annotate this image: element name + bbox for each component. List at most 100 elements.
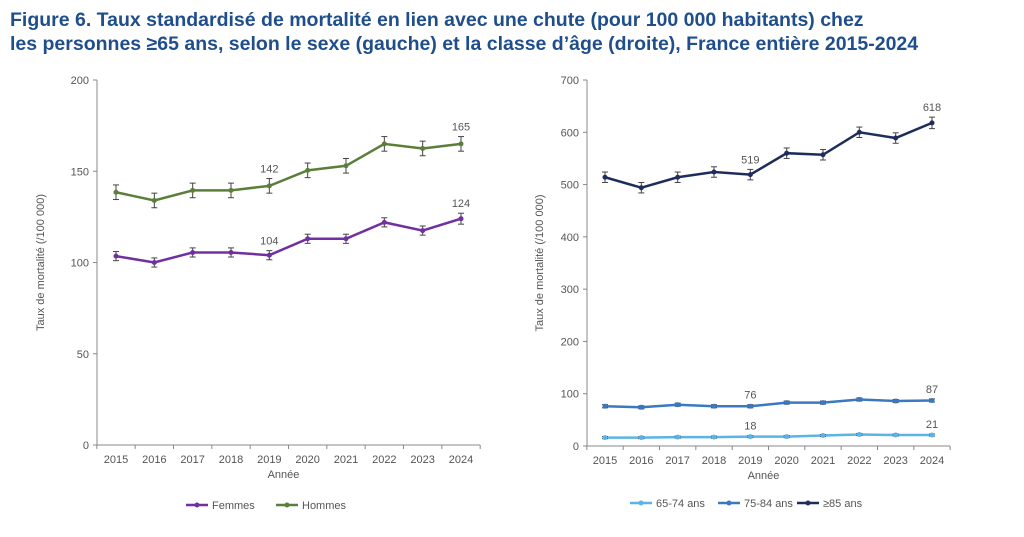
data-point xyxy=(929,432,935,438)
legend-marker xyxy=(284,502,290,508)
x-tick-label: 2015 xyxy=(593,455,617,467)
data-point xyxy=(420,228,426,234)
data-point xyxy=(190,187,196,193)
data-point xyxy=(381,141,387,147)
x-tick-label: 2017 xyxy=(180,454,204,466)
x-tick-label: 2017 xyxy=(665,455,689,467)
y-tick-label: 100 xyxy=(561,389,579,401)
data-point xyxy=(711,169,717,175)
x-tick-label: 2018 xyxy=(702,455,726,467)
y-tick-label: 50 xyxy=(77,349,89,361)
data-point xyxy=(784,434,790,440)
data-label: 142 xyxy=(260,164,278,176)
data-point xyxy=(747,172,753,178)
data-point xyxy=(638,435,644,441)
x-tick-label: 2020 xyxy=(774,455,798,467)
data-point xyxy=(343,236,349,242)
x-tick-label: 2016 xyxy=(142,454,166,466)
data-point xyxy=(856,129,862,135)
data-point xyxy=(266,183,272,189)
data-point xyxy=(820,152,826,158)
data-point xyxy=(343,163,349,169)
series-line xyxy=(605,433,932,439)
data-point xyxy=(190,249,196,255)
x-tick-label: 2024 xyxy=(449,454,473,466)
data-point xyxy=(711,403,717,409)
data-point xyxy=(458,216,464,222)
y-tick-label: 200 xyxy=(71,75,89,87)
data-point xyxy=(893,398,899,404)
y-tick-label: 500 xyxy=(561,180,579,192)
data-point xyxy=(602,403,608,409)
data-point xyxy=(784,150,790,156)
data-point xyxy=(893,432,899,438)
data-point xyxy=(747,403,753,409)
legend-label: ≥85 ans xyxy=(823,498,863,510)
data-point xyxy=(638,404,644,410)
x-tick-label: 2023 xyxy=(883,455,907,467)
data-point xyxy=(305,236,311,242)
title-line-1: Figure 6. Taux standardisé de mortalité … xyxy=(10,9,864,31)
data-label: 519 xyxy=(741,154,759,166)
data-label: 618 xyxy=(923,102,941,114)
legend-marker xyxy=(194,502,200,508)
data-point xyxy=(675,402,681,408)
legend-label: 75-84 ans xyxy=(744,498,793,510)
x-tick-label: 2022 xyxy=(372,454,396,466)
data-point xyxy=(929,398,935,404)
data-point xyxy=(305,167,311,173)
data-point xyxy=(784,400,790,406)
data-point xyxy=(747,434,753,440)
legend-label: 65-74 ans xyxy=(656,498,705,510)
figure-title: Figure 6. Taux standardisé de mortalité … xyxy=(10,8,918,56)
y-tick-label: 700 xyxy=(561,75,579,87)
data-point xyxy=(856,431,862,437)
legend-marker xyxy=(638,500,644,506)
data-point xyxy=(820,400,826,406)
data-point xyxy=(113,253,119,259)
data-point xyxy=(893,135,899,141)
y-axis-label: Taux de mortalité (/100 000) xyxy=(35,194,47,331)
data-point xyxy=(675,434,681,440)
series-line xyxy=(115,217,462,264)
data-point xyxy=(151,197,157,203)
x-tick-label: 2019 xyxy=(257,454,281,466)
data-point xyxy=(228,249,234,255)
x-axis-label: Année xyxy=(268,469,300,481)
legend-label: Femmes xyxy=(212,500,255,512)
x-axis-label: Année xyxy=(748,470,780,482)
x-tick-label: 2018 xyxy=(219,454,243,466)
y-tick-label: 300 xyxy=(561,284,579,296)
y-tick-label: 600 xyxy=(561,127,579,139)
x-tick-label: 2021 xyxy=(811,455,835,467)
y-tick-label: 0 xyxy=(83,440,89,452)
data-label: 18 xyxy=(744,421,756,433)
data-point xyxy=(113,189,119,195)
data-label: 104 xyxy=(260,236,278,248)
data-point xyxy=(420,145,426,151)
x-tick-label: 2022 xyxy=(847,455,871,467)
x-tick-label: 2020 xyxy=(295,454,319,466)
y-tick-label: 200 xyxy=(561,336,579,348)
data-label: 165 xyxy=(452,122,470,134)
data-point xyxy=(602,174,608,180)
data-point xyxy=(151,260,157,265)
series-line xyxy=(115,142,462,202)
series-line xyxy=(604,398,933,409)
x-tick-label: 2019 xyxy=(738,455,762,467)
y-tick-label: 150 xyxy=(71,166,89,178)
data-point xyxy=(228,187,234,193)
data-point xyxy=(602,435,608,441)
data-point xyxy=(266,252,272,258)
data-label: 21 xyxy=(926,419,938,431)
legend-marker xyxy=(805,500,811,506)
x-tick-label: 2015 xyxy=(104,454,128,466)
x-tick-label: 2023 xyxy=(410,454,434,466)
y-tick-label: 0 xyxy=(573,441,579,453)
data-label: 87 xyxy=(926,384,938,396)
data-point xyxy=(856,396,862,402)
legend-label: Hommes xyxy=(302,500,347,512)
data-label: 76 xyxy=(744,390,756,402)
legend-marker xyxy=(726,500,732,506)
data-point xyxy=(458,141,464,147)
